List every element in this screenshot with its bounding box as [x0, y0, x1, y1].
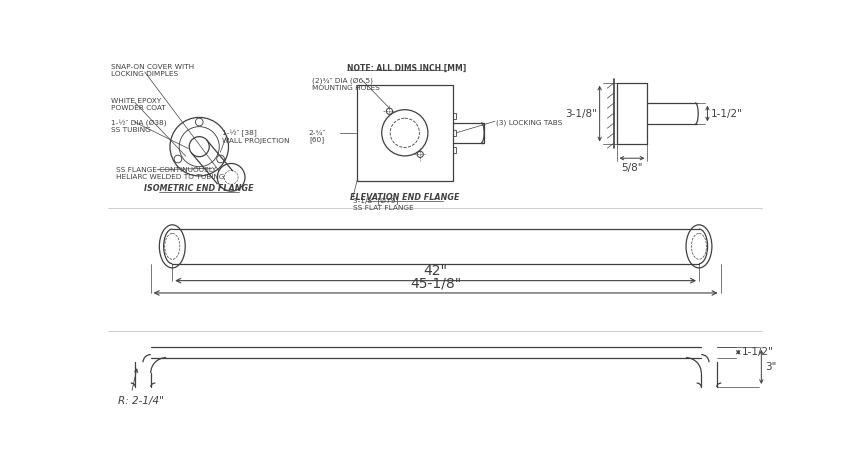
Text: R: 2-1/4": R: 2-1/4" — [117, 396, 163, 406]
Text: ELEVATION END FLANGE: ELEVATION END FLANGE — [350, 193, 460, 202]
Text: 45-1/8": 45-1/8" — [410, 277, 462, 291]
Text: SS FLANGE CONTINUOUSLY
HELIARC WELDED TO TUBING: SS FLANGE CONTINUOUSLY HELIARC WELDED TO… — [116, 167, 224, 180]
Text: 1-½″ [38]
WALL PROJECTION: 1-½″ [38] WALL PROJECTION — [223, 130, 290, 144]
Text: 1-½″ DIA (Ø38)
SS TUBING: 1-½″ DIA (Ø38) SS TUBING — [110, 119, 167, 133]
Text: (3) LOCKING TABS: (3) LOCKING TABS — [496, 120, 563, 126]
Text: WHITE EPOXY
POWDER COAT: WHITE EPOXY POWDER COAT — [110, 98, 166, 111]
Bar — [452, 113, 456, 119]
Text: 3-1/8″ [Ø79]
SS FLAT FLANGE: 3-1/8″ [Ø79] SS FLAT FLANGE — [354, 198, 414, 212]
Text: NOTE: ALL DIMS INCH [MM]: NOTE: ALL DIMS INCH [MM] — [347, 64, 467, 73]
Text: 2-¾″
[60]: 2-¾″ [60] — [309, 130, 326, 144]
Text: 5/8": 5/8" — [621, 163, 643, 173]
Text: SNAP-ON COVER WITH
LOCKING DIMPLES: SNAP-ON COVER WITH LOCKING DIMPLES — [110, 64, 194, 77]
Text: 3": 3" — [765, 362, 777, 372]
Text: 42": 42" — [423, 264, 448, 279]
Text: ISOMETRIC END FLANGE: ISOMETRIC END FLANGE — [144, 185, 254, 193]
Bar — [452, 146, 456, 153]
Text: (2)¾″ DIA (Ø6.5)
MOUNTING HOLES: (2)¾″ DIA (Ø6.5) MOUNTING HOLES — [313, 77, 380, 91]
Bar — [357, 85, 452, 180]
Bar — [452, 130, 456, 136]
Text: 3-1/8": 3-1/8" — [564, 108, 597, 119]
Text: 1-1/2": 1-1/2" — [711, 108, 742, 119]
Text: 1-1/2": 1-1/2" — [742, 347, 774, 357]
